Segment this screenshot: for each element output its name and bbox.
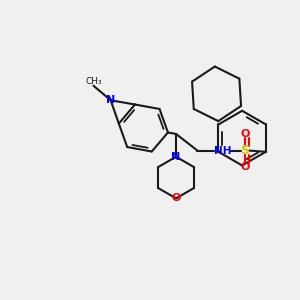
Text: N: N: [106, 95, 115, 105]
Text: N: N: [171, 152, 181, 162]
Text: O: O: [171, 194, 181, 203]
Text: S: S: [241, 144, 250, 157]
Text: O: O: [240, 129, 250, 139]
Text: NH: NH: [214, 146, 231, 156]
Text: CH₃: CH₃: [85, 77, 102, 86]
Text: O: O: [240, 162, 250, 172]
